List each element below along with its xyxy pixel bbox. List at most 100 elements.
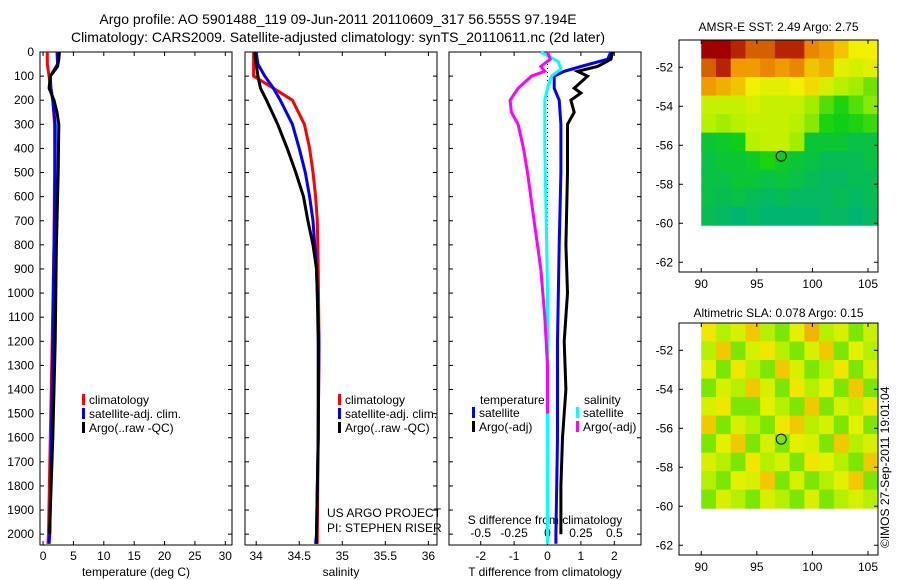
heatmap-cell <box>833 40 850 60</box>
heatmap-cell <box>730 169 746 189</box>
y-tick-label: 300 <box>14 117 34 131</box>
x-tick-label: 95 <box>750 277 764 291</box>
heatmap-cell <box>745 114 761 134</box>
legend-swatch <box>472 407 475 418</box>
heatmap-cell <box>833 132 850 152</box>
heatmap-cell <box>745 471 761 491</box>
series-line-s-satellite <box>540 50 563 544</box>
heatmap-cell <box>863 434 879 454</box>
heatmap-cell <box>833 415 850 435</box>
y-tick-label: -62 <box>656 538 674 552</box>
heatmap-cell <box>715 114 732 134</box>
heatmap-cell <box>863 471 879 491</box>
heatmap-cell <box>819 397 835 417</box>
heatmap-cell <box>848 434 864 454</box>
heatmap-cell <box>863 397 879 417</box>
heatmap-cell <box>701 95 717 115</box>
heatmap-cell <box>715 378 732 398</box>
heatmap-cell <box>774 188 791 208</box>
x-tick-label: 20 <box>158 549 172 563</box>
panel-frame <box>244 51 438 546</box>
heatmap-cell <box>848 378 864 398</box>
heatmap-cell <box>760 169 776 189</box>
x-tick-label: 105 <box>858 560 878 574</box>
heatmap-cell <box>730 341 746 361</box>
legend-title-salinity: salinity <box>584 393 621 407</box>
heatmap-cell <box>715 360 732 380</box>
heatmap-cell <box>774 169 791 189</box>
y-tick-label: 1600 <box>7 431 34 445</box>
heatmap-cell <box>804 434 820 454</box>
heatmap-cell <box>848 471 864 491</box>
heatmap-cell <box>819 95 835 115</box>
x-tick-label: 105 <box>858 277 878 291</box>
heatmap-cell <box>774 341 791 361</box>
series-line-argo-raw-qc- <box>253 51 320 544</box>
y-tick-label: 1100 <box>8 310 34 324</box>
y-tick-label: -62 <box>656 255 674 269</box>
y-tick-label: -52 <box>656 343 674 357</box>
heatmap-cell <box>833 114 850 134</box>
heatmap-cell <box>848 188 864 208</box>
heatmap-cell <box>789 323 805 343</box>
heatmap-cell <box>774 40 791 60</box>
heatmap-cell <box>760 95 776 115</box>
y-tick-label: 1200 <box>7 334 34 348</box>
y-tick-label: -58 <box>656 177 674 191</box>
heatmap-cell <box>715 341 732 361</box>
heatmap-cell <box>833 151 850 171</box>
legend-label: Argo(-adj) <box>479 420 532 434</box>
heatmap-cell <box>789 169 805 189</box>
heatmap-cell <box>804 169 820 189</box>
heatmap-cell <box>774 489 791 509</box>
legend-label: satellite-adj. clim. <box>89 407 181 421</box>
heatmap-cell <box>819 341 835 361</box>
heatmap-cell <box>715 151 732 171</box>
legend-label: satellite <box>583 406 624 420</box>
heatmap-cell <box>715 169 732 189</box>
x-tick-label: 34.5 <box>288 549 312 563</box>
x-tick-label: 1 <box>578 549 585 563</box>
heatmap-cell <box>715 58 732 78</box>
series-line-climatology <box>252 52 321 544</box>
heatmap-cell <box>745 415 761 435</box>
heatmap-cell <box>701 206 717 226</box>
copyright-label: ©IMOS 27-Sep-2011 19:01:04 <box>878 386 892 548</box>
heatmap-cell <box>745 489 761 509</box>
heatmap-cell <box>701 40 717 60</box>
heatmap-cell <box>863 323 879 343</box>
x-tick-label: 90 <box>695 277 709 291</box>
heatmap-cell <box>701 471 717 491</box>
heatmap-cell <box>848 452 864 472</box>
heatmap-cell <box>819 77 835 97</box>
y-tick-label: 700 <box>14 214 34 228</box>
heatmap-cell <box>715 434 732 454</box>
y-tick-label: 1900 <box>7 503 34 517</box>
heatmap-cell <box>789 151 805 171</box>
heatmap-cell <box>701 341 717 361</box>
x-axis-label: temperature (deg C) <box>82 565 190 579</box>
heatmap-cell <box>774 360 791 380</box>
y-tick-label: -54 <box>656 382 674 396</box>
heatmap-cell <box>789 341 805 361</box>
heatmap-cell <box>701 169 717 189</box>
y-tick-label: -58 <box>656 460 674 474</box>
heatmap-cell <box>819 188 835 208</box>
y-tick-label: 200 <box>14 93 34 107</box>
heatmap-cell <box>760 360 776 380</box>
x2-tick-label: 0.25 <box>569 526 593 540</box>
title-line-1: Argo profile: AO 5901488_119 09-Jun-2011… <box>99 11 576 27</box>
map-title: Altimetric SLA: 0.078 Argo: 0.15 <box>693 306 863 320</box>
heatmap-cell <box>833 206 850 226</box>
heatmap-cell <box>833 360 850 380</box>
legend-title-temperature: temperature <box>480 393 545 407</box>
heatmap-cell <box>819 378 835 398</box>
heatmap-cell <box>730 114 746 134</box>
legend-swatch <box>472 421 475 432</box>
y-tick-label: 0 <box>27 45 34 59</box>
x-tick-label: 30 <box>219 549 233 563</box>
heatmap-cell <box>760 323 776 343</box>
y-tick-label: -60 <box>656 499 674 513</box>
heatmap-cell <box>848 114 864 134</box>
